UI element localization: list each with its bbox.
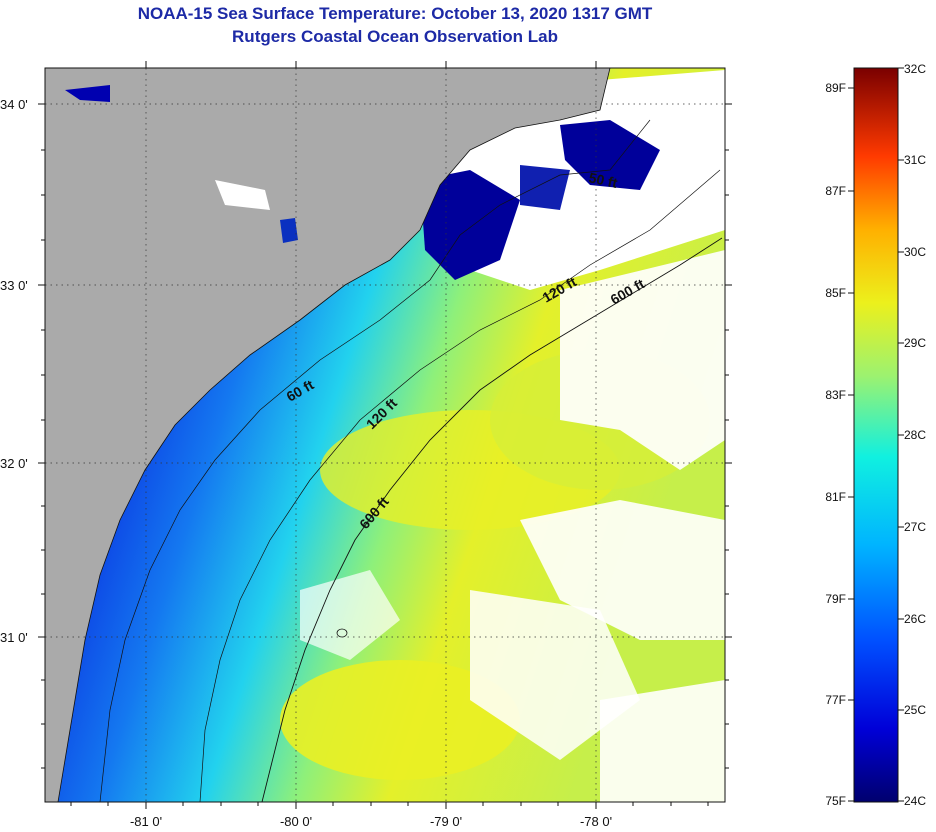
inland-water bbox=[280, 218, 298, 243]
lat-label: 32 0' bbox=[0, 456, 28, 471]
cloud-mask bbox=[600, 680, 725, 802]
inland-water bbox=[65, 85, 110, 102]
map-subtitle: Rutgers Coastal Ocean Observation Lab bbox=[232, 27, 558, 46]
colorbar-c-label: 29C bbox=[904, 336, 926, 350]
cloud-mask bbox=[470, 590, 640, 760]
colorbar-c-label: 27C bbox=[904, 520, 926, 534]
lon-label: -79 0' bbox=[430, 814, 462, 829]
cold-patch bbox=[420, 170, 520, 280]
contour-label: 50 ft bbox=[587, 169, 619, 191]
graticule bbox=[45, 68, 725, 802]
cloud-mask bbox=[215, 180, 270, 210]
lon-label: -78 0' bbox=[580, 814, 612, 829]
lon-label: -81 0' bbox=[130, 814, 162, 829]
colorbar-c-label: 31C bbox=[904, 153, 926, 167]
colorbar-f-label: 75F bbox=[825, 794, 846, 808]
colorbar-f-label: 81F bbox=[825, 490, 846, 504]
cloud-mask bbox=[300, 570, 400, 660]
warm-patch bbox=[280, 660, 520, 780]
colorbar-c-label: 26C bbox=[904, 612, 926, 626]
colorbar-ticks bbox=[848, 67, 904, 802]
axis-ticks bbox=[38, 61, 732, 809]
colorbar-c-label: 24C bbox=[904, 794, 926, 808]
colorbar bbox=[853, 67, 899, 803]
colorbar-f-label: 79F bbox=[825, 592, 846, 606]
colorbar-f-label: 87F bbox=[825, 184, 846, 198]
isobath-120ft bbox=[199, 169, 721, 802]
colorbar-f-label: 85F bbox=[825, 286, 846, 300]
colorbar-f-label: 77F bbox=[825, 693, 846, 707]
coastline bbox=[57, 68, 611, 802]
lat-label: 34 0' bbox=[0, 97, 28, 112]
map-title: NOAA-15 Sea Surface Temperature: October… bbox=[137, 4, 653, 23]
land-mass bbox=[45, 68, 610, 802]
colorbar-c-label: 25C bbox=[904, 703, 926, 717]
colorbar-f-label: 89F bbox=[825, 81, 846, 95]
colorbar-c-label: 32C bbox=[904, 62, 926, 76]
colorbar-f-label: 83F bbox=[825, 388, 846, 402]
colorbar-c-label: 30C bbox=[904, 245, 926, 259]
isobath-50ft bbox=[99, 119, 651, 802]
lon-label: -80 0' bbox=[280, 814, 312, 829]
map-frame bbox=[44, 67, 726, 803]
lat-label: 31 0' bbox=[0, 630, 28, 645]
isobath-600ft bbox=[261, 237, 723, 802]
lat-label: 33 0' bbox=[0, 278, 28, 293]
cloud-mask bbox=[560, 250, 725, 470]
colorbar-c-label: 28C bbox=[904, 428, 926, 442]
cloud-mask bbox=[520, 500, 725, 640]
